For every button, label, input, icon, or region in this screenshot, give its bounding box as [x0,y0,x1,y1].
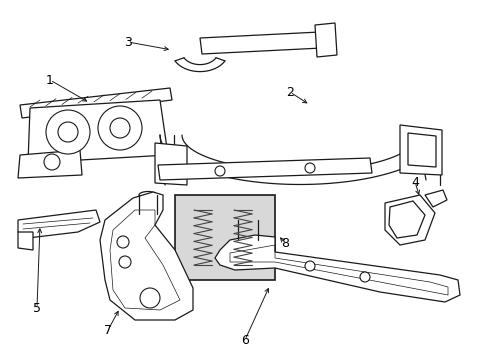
Polygon shape [424,190,446,207]
Polygon shape [388,201,424,238]
Circle shape [98,106,142,150]
Circle shape [117,236,129,248]
Circle shape [305,261,314,271]
Text: 7: 7 [104,324,112,337]
Ellipse shape [238,216,258,224]
Circle shape [46,110,90,154]
Circle shape [58,122,78,142]
Circle shape [305,163,314,173]
Text: 5: 5 [33,302,41,315]
Text: 4: 4 [410,176,418,189]
Polygon shape [100,192,193,320]
Ellipse shape [139,192,157,198]
Polygon shape [155,143,186,185]
Text: 1: 1 [46,73,54,86]
Ellipse shape [139,211,157,217]
Polygon shape [158,158,371,180]
Text: 8: 8 [281,237,288,249]
Text: 6: 6 [241,333,248,346]
Circle shape [44,154,60,170]
Circle shape [215,166,224,176]
Bar [175,195,274,280]
Polygon shape [200,32,321,54]
Polygon shape [28,100,168,163]
Polygon shape [18,232,33,250]
Polygon shape [314,23,336,57]
Circle shape [119,256,131,268]
Polygon shape [384,195,434,245]
Circle shape [140,288,160,308]
Ellipse shape [238,236,258,244]
Polygon shape [407,133,435,167]
Circle shape [110,118,130,138]
Polygon shape [399,125,441,175]
Text: 3: 3 [124,36,132,49]
Polygon shape [18,150,82,178]
Polygon shape [18,210,100,238]
Polygon shape [20,88,172,118]
Text: 2: 2 [285,86,293,99]
Polygon shape [215,235,459,302]
Circle shape [359,272,369,282]
